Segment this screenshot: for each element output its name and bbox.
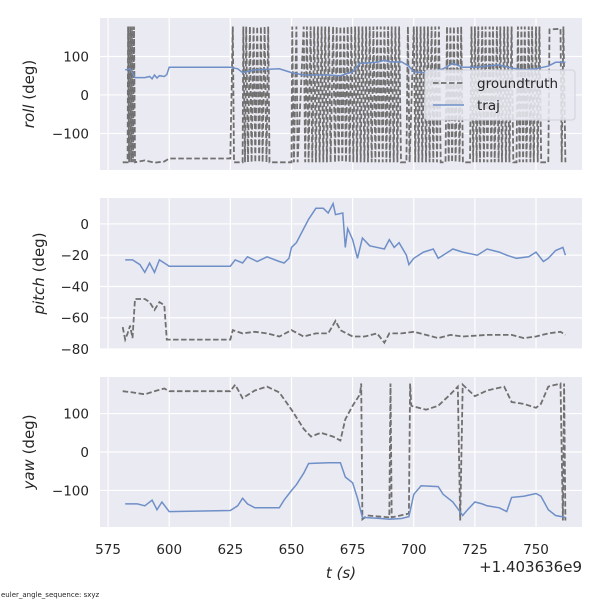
y-tick-label: −100 (52, 483, 89, 499)
series-groundtruth-roll (122, 26, 567, 164)
panel-yaw: 575 600 625 650 675 700 725 750 100 0 −100 yaw (deg… (20, 377, 582, 558)
panel-pitch: 0 −20 −40 −60 −80 pitch (deg) (30, 198, 582, 358)
series-groundtruth-pitch (121, 298, 566, 345)
y-axis-label-name: yaw (20, 458, 38, 490)
y-axis-label-name: roll (20, 104, 38, 129)
x-tick-label: 575 (95, 542, 121, 558)
x-tick-label: 700 (401, 542, 427, 558)
series-groundtruth-yaw (122, 382, 567, 522)
legend-label-traj: traj (477, 98, 500, 114)
y-tick-label: −100 (52, 126, 89, 142)
y-axis-label-unit: (deg) (20, 60, 38, 105)
y-tick-label: −40 (61, 279, 90, 295)
x-offset-label: +1.403636e9 (479, 558, 582, 576)
y-tick-label: 100 (63, 49, 89, 65)
x-axis-label: t (s) (326, 564, 356, 582)
x-tick-label: 750 (523, 542, 549, 558)
x-tick-label: 725 (462, 542, 488, 558)
series-traj-yaw (125, 462, 566, 521)
y-tick-label: 0 (80, 88, 89, 104)
panel-roll: 100 0 −100 roll (deg) groundtruth traj (20, 18, 582, 170)
x-tick-label: 675 (340, 542, 366, 558)
x-tick-label: 600 (156, 542, 182, 558)
y-tick-label: −20 (61, 248, 90, 264)
legend-label-groundtruth: groundtruth (477, 76, 558, 92)
y-tick-label: 0 (80, 217, 89, 233)
x-tick-label: 625 (217, 542, 243, 558)
series-traj-pitch (125, 201, 567, 275)
series-traj-roll (125, 59, 566, 80)
footer-note: euler_angle_sequence: sxyz (1, 591, 100, 599)
y-axis-label: pitch (deg) (30, 232, 48, 315)
y-tick-label: 100 (63, 407, 89, 423)
y-axis-label-unit: (deg) (20, 414, 38, 459)
y-axis-label-name: pitch (30, 277, 48, 315)
y-axis-label-unit: (deg) (30, 232, 48, 277)
y-tick-label: −60 (61, 311, 90, 327)
y-axis-label: yaw (deg) (20, 414, 38, 490)
legend: groundtruth traj (424, 69, 576, 121)
plot-area (100, 198, 582, 349)
x-tick-label: 650 (279, 542, 305, 558)
y-tick-label: 0 (80, 445, 89, 461)
y-axis-label: roll (deg) (20, 60, 38, 128)
y-tick-label: −80 (61, 342, 90, 358)
